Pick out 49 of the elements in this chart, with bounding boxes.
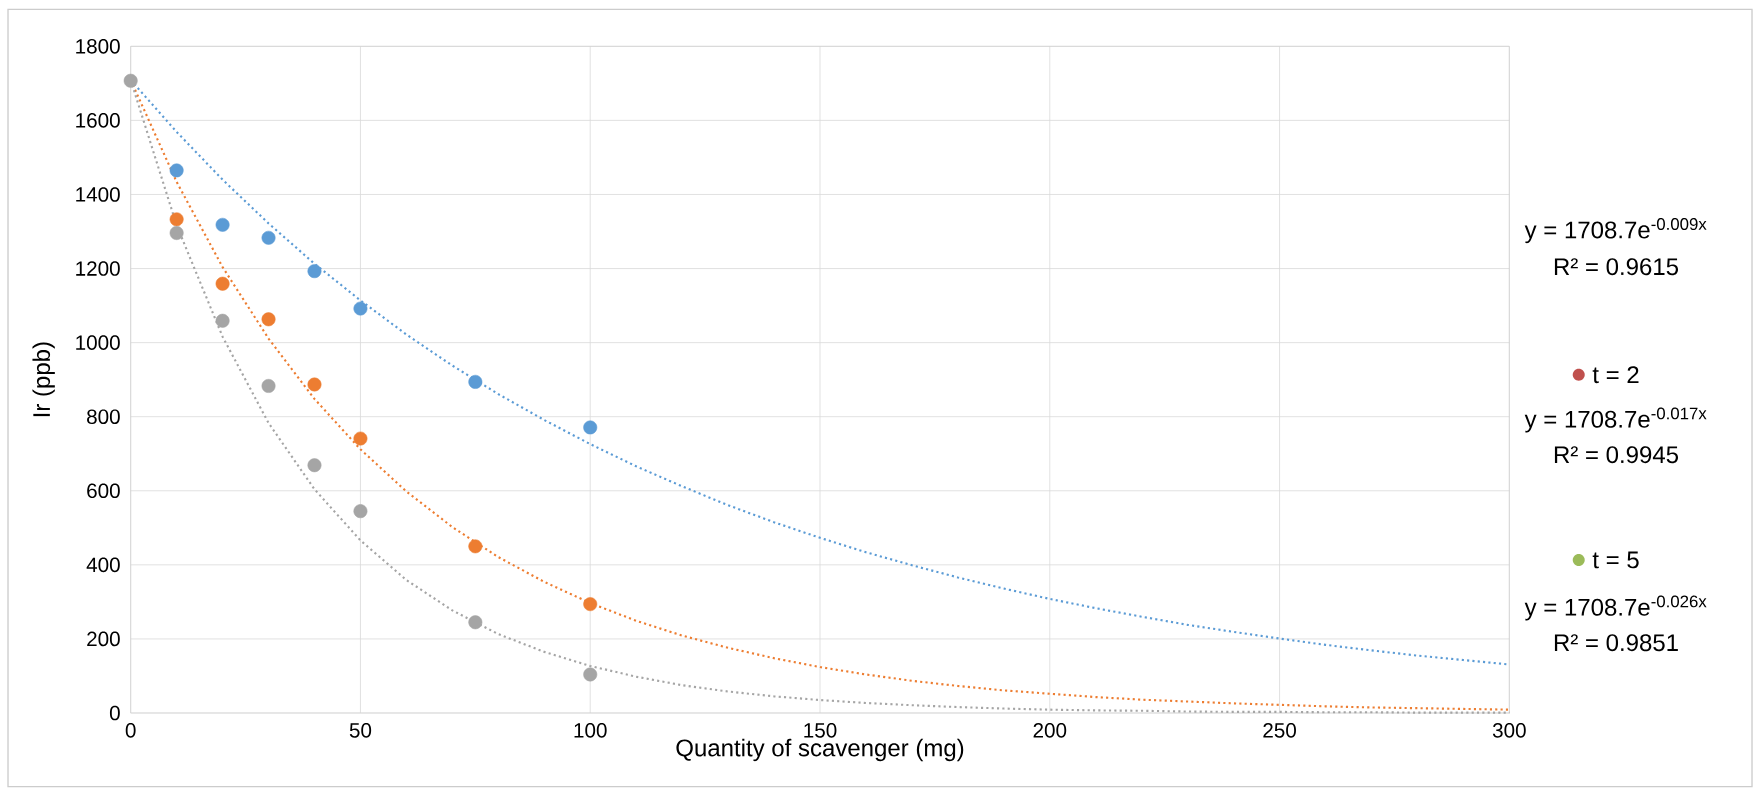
text: t = 2 [1592, 366, 1639, 383]
point [307, 264, 322, 278]
x-tick-label: 200 [1033, 722, 1067, 738]
x-axis-title: Quantity of scavenger (mg) [676, 738, 964, 762]
point [261, 378, 276, 393]
y-tick-label: 1200 [76, 261, 120, 276]
point [468, 615, 483, 630]
text: y = 1708.7e$^{-0.009x}$ [1524, 217, 1707, 244]
y-tick-label: 1400 [76, 187, 120, 202]
point [583, 420, 598, 435]
y-tick-label: 1600 [76, 112, 120, 128]
point [583, 667, 598, 682]
point [215, 276, 230, 291]
y-tick-label: 1000 [76, 335, 120, 350]
point [215, 313, 230, 328]
text: R² = 0.9615 [1554, 257, 1679, 275]
x-tick-label: 50 [349, 722, 372, 738]
y-tick-label: 1800 [76, 38, 120, 54]
point [169, 212, 184, 227]
point [353, 431, 368, 446]
point [169, 225, 184, 240]
y-tick-label: 200 [87, 631, 120, 647]
text: y = 1708.7e$^{-0.017x}$ [1524, 407, 1707, 433]
point [583, 597, 598, 611]
point [353, 301, 368, 316]
y-tick-label: 800 [87, 409, 120, 424]
x-tick-label: 100 [574, 722, 607, 738]
point [215, 217, 230, 232]
y-tick-label: 400 [86, 557, 120, 573]
y-tick-label: 0 [109, 705, 120, 721]
point [468, 374, 483, 389]
text: y = 1708.7e$^{-0.026x}$ [1524, 595, 1707, 621]
x-tick-label: 150 [804, 722, 837, 738]
text: t = 5 [1592, 551, 1639, 569]
text: R² = 0.9945 [1554, 446, 1679, 463]
point [353, 504, 368, 518]
point [169, 163, 184, 178]
point [307, 377, 322, 392]
point [261, 312, 276, 327]
point [261, 230, 276, 245]
x-tick-label: 0 [125, 722, 136, 738]
point [307, 458, 322, 472]
point [468, 539, 483, 554]
text: R² = 0.9851 [1554, 634, 1678, 651]
point [123, 73, 138, 88]
y-tick-label: 600 [87, 483, 120, 498]
y-axis-title: Ir (ppb) [32, 342, 55, 416]
x-tick-label: 300 [1492, 722, 1526, 738]
x-tick-label: 250 [1263, 722, 1296, 738]
